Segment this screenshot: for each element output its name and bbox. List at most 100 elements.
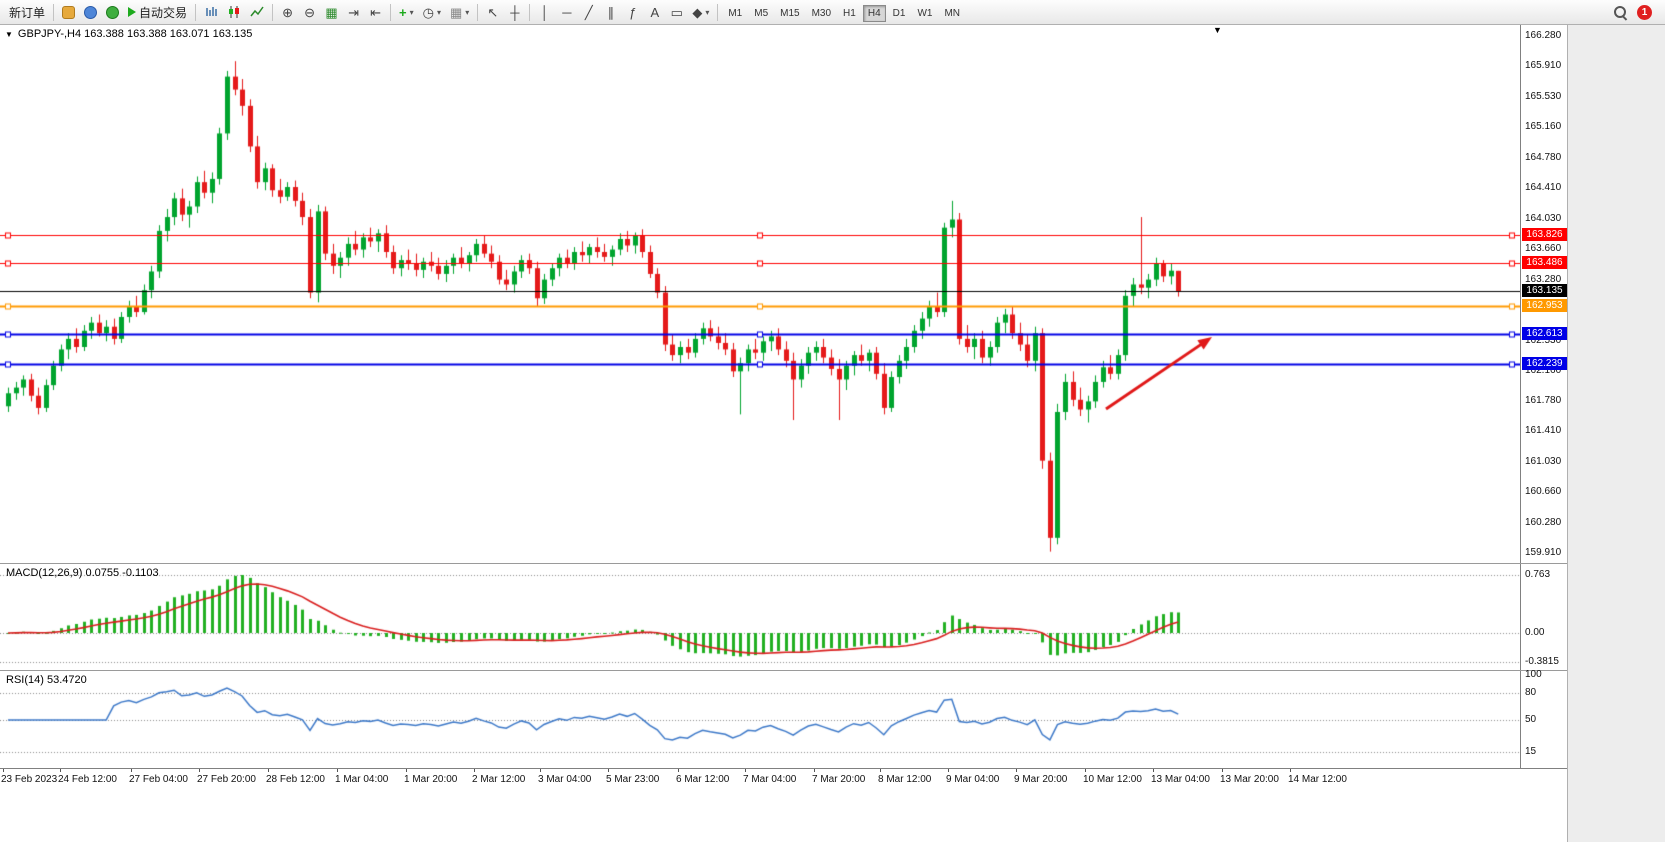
autotrading-button[interactable]: 自动交易 [124, 2, 191, 23]
clock-icon: ◷ [422, 4, 434, 20]
autotrading-play-icon [128, 7, 137, 17]
rsi-axis-label: 100 [1525, 669, 1542, 680]
zoom-in-icon[interactable]: ⊕ [282, 4, 293, 20]
chart-shift-marker-icon[interactable]: ▼ [1213, 25, 1222, 35]
time-axis-label: 10 Mar 12:00 [1083, 774, 1142, 785]
fibonacci-tool-icon[interactable]: ƒ [629, 4, 637, 20]
rsi-label: RSI(14) 53.4720 [6, 674, 87, 686]
price-line-badge: 163.486 [1522, 255, 1567, 269]
time-axis-label: 3 Mar 04:00 [538, 774, 592, 785]
timeframe-w1[interactable]: W1 [917, 8, 933, 19]
price-axis-label: 159.910 [1525, 547, 1562, 559]
shapes-tool-button[interactable]: ◆ ▾ [688, 2, 713, 23]
time-axis-tick [880, 769, 881, 772]
rsi-chart[interactable] [0, 671, 1520, 768]
price-axis-label: 165.160 [1525, 120, 1562, 132]
auto-scroll-icon[interactable]: ⇥ [348, 4, 359, 20]
time-axis-tick [131, 769, 132, 772]
price-axis-label: 160.660 [1525, 486, 1562, 498]
text-tool-icon[interactable]: A [650, 4, 660, 20]
bar-chart-glyph [206, 7, 217, 16]
time-axis-label: 5 Mar 23:00 [606, 774, 660, 785]
time-axis-tick [1290, 769, 1291, 772]
chart-dropdown-icon[interactable]: ▼ [5, 29, 13, 39]
autotrading-label: 自动交易 [139, 5, 188, 20]
macd-chart[interactable] [0, 564, 1520, 670]
candlestick-chart[interactable] [0, 25, 1520, 563]
time-axis-tick [60, 769, 61, 772]
trendline-tool-icon[interactable]: ╱ [584, 4, 593, 20]
time-axis-tick [948, 769, 949, 772]
search-button[interactable] [1609, 2, 1632, 23]
price-line-badge: 162.239 [1522, 357, 1567, 371]
macd-axis-label: -0.3815 [1525, 656, 1559, 667]
label-tool-icon[interactable]: ▭ [670, 4, 683, 20]
template-button[interactable]: ▦ ▾ [446, 2, 473, 23]
crosshair-tool-icon[interactable]: ┼ [510, 4, 520, 20]
time-axis-tick [814, 769, 815, 772]
navigator-icon[interactable] [102, 2, 123, 23]
time-axis-tick [1222, 769, 1223, 772]
timeframe-m5[interactable]: M5 [754, 8, 769, 19]
zoom-out-icon[interactable]: ⊖ [304, 4, 315, 20]
chevron-down-icon: ▾ [705, 7, 710, 17]
timeframe-mn[interactable]: MN [944, 8, 960, 19]
search-icon [1613, 5, 1628, 20]
timeframe-m30[interactable]: M30 [811, 8, 832, 19]
template-icon: ▦ [450, 4, 463, 20]
price-line-badge: 163.826 [1522, 228, 1567, 242]
toolbar-separator [717, 3, 719, 21]
time-axis-label: 8 Mar 12:00 [878, 774, 932, 785]
rsi-axis[interactable]: 100 80 50 15 [1520, 669, 1567, 768]
price-axis-label: 164.410 [1525, 181, 1562, 193]
chart-shift-icon[interactable]: ⇤ [370, 4, 381, 20]
time-axis-tick [1153, 769, 1154, 772]
rsi-pane: RSI(14) 53.4720 100 80 50 15 [0, 669, 1567, 768]
shapes-icon: ◆ [692, 4, 703, 20]
line-chart-icon[interactable] [246, 2, 268, 23]
price-axis[interactable]: 166.280 165.910 165.530 165.160 164.780 164.4… [1520, 25, 1567, 563]
timeframe-h4[interactable]: H4 [862, 5, 886, 22]
time-axis-label: 13 Mar 20:00 [1220, 774, 1279, 785]
price-axis-label: 161.780 [1525, 395, 1562, 407]
price-axis-label: 162.530 [1525, 334, 1562, 346]
timeframe-m1[interactable]: M1 [728, 8, 743, 19]
data-window-icon[interactable] [80, 2, 101, 23]
toolbar-separator [53, 3, 55, 21]
period-button[interactable]: ◷ ▾ [419, 2, 445, 23]
new-order-button[interactable]: 新订单 [9, 5, 46, 20]
time-axis[interactable]: 23 Feb 2023 24 Feb 12:00 27 Feb 04:00 27 Fe… [0, 768, 1567, 798]
vertical-line-tool-icon[interactable]: │ [540, 4, 549, 20]
macd-axis[interactable]: 0.763 0.00 -0.3815 [1520, 564, 1567, 670]
main-chart-pane: ▼ GBPJPY-,H4 163.388 163.388 163.071 163… [0, 25, 1567, 563]
price-axis-label: 161.410 [1525, 425, 1562, 437]
notification-badge[interactable]: 1 [1637, 4, 1652, 20]
time-axis-label: 7 Mar 20:00 [812, 774, 866, 785]
pane-separator[interactable] [0, 563, 1567, 564]
price-axis-label: 160.280 [1525, 517, 1562, 529]
new-chart-icon: + [399, 4, 407, 20]
toolbar-separator [195, 3, 197, 21]
timeframe-m15[interactable]: M15 [780, 8, 800, 19]
time-axis-label: 2 Mar 12:00 [472, 774, 526, 785]
tile-windows-icon[interactable]: ▦ [325, 4, 338, 20]
market-watch-icon[interactable] [58, 2, 79, 23]
rsi-axis-label: 50 [1525, 714, 1537, 725]
market-watch-glyph [62, 5, 76, 19]
data-window-glyph [84, 5, 98, 19]
horizontal-line-tool-icon[interactable]: ─ [562, 4, 572, 20]
bar-chart-icon[interactable] [200, 2, 222, 23]
channel-tool-icon[interactable]: ∥ [607, 4, 615, 20]
macd-label: MACD(12,26,9) 0.0755 -0.1103 [6, 567, 159, 579]
cursor-tool-icon[interactable]: ↖ [487, 4, 499, 20]
candlestick-chart-icon[interactable] [223, 2, 245, 23]
pane-separator[interactable] [0, 670, 1567, 671]
timeframe-d1[interactable]: D1 [892, 8, 906, 19]
price-line-badge: 162.953 [1522, 299, 1567, 313]
navigator-glyph [106, 5, 120, 19]
time-axis-label: 28 Feb 12:00 [266, 774, 325, 785]
timeframe-h1[interactable]: H1 [843, 8, 856, 19]
new-chart-button[interactable]: + ▾ [395, 2, 418, 23]
candlestick-glyph [229, 6, 240, 18]
chart-title: ▼ GBPJPY-,H4 163.388 163.388 163.071 163… [5, 28, 252, 40]
